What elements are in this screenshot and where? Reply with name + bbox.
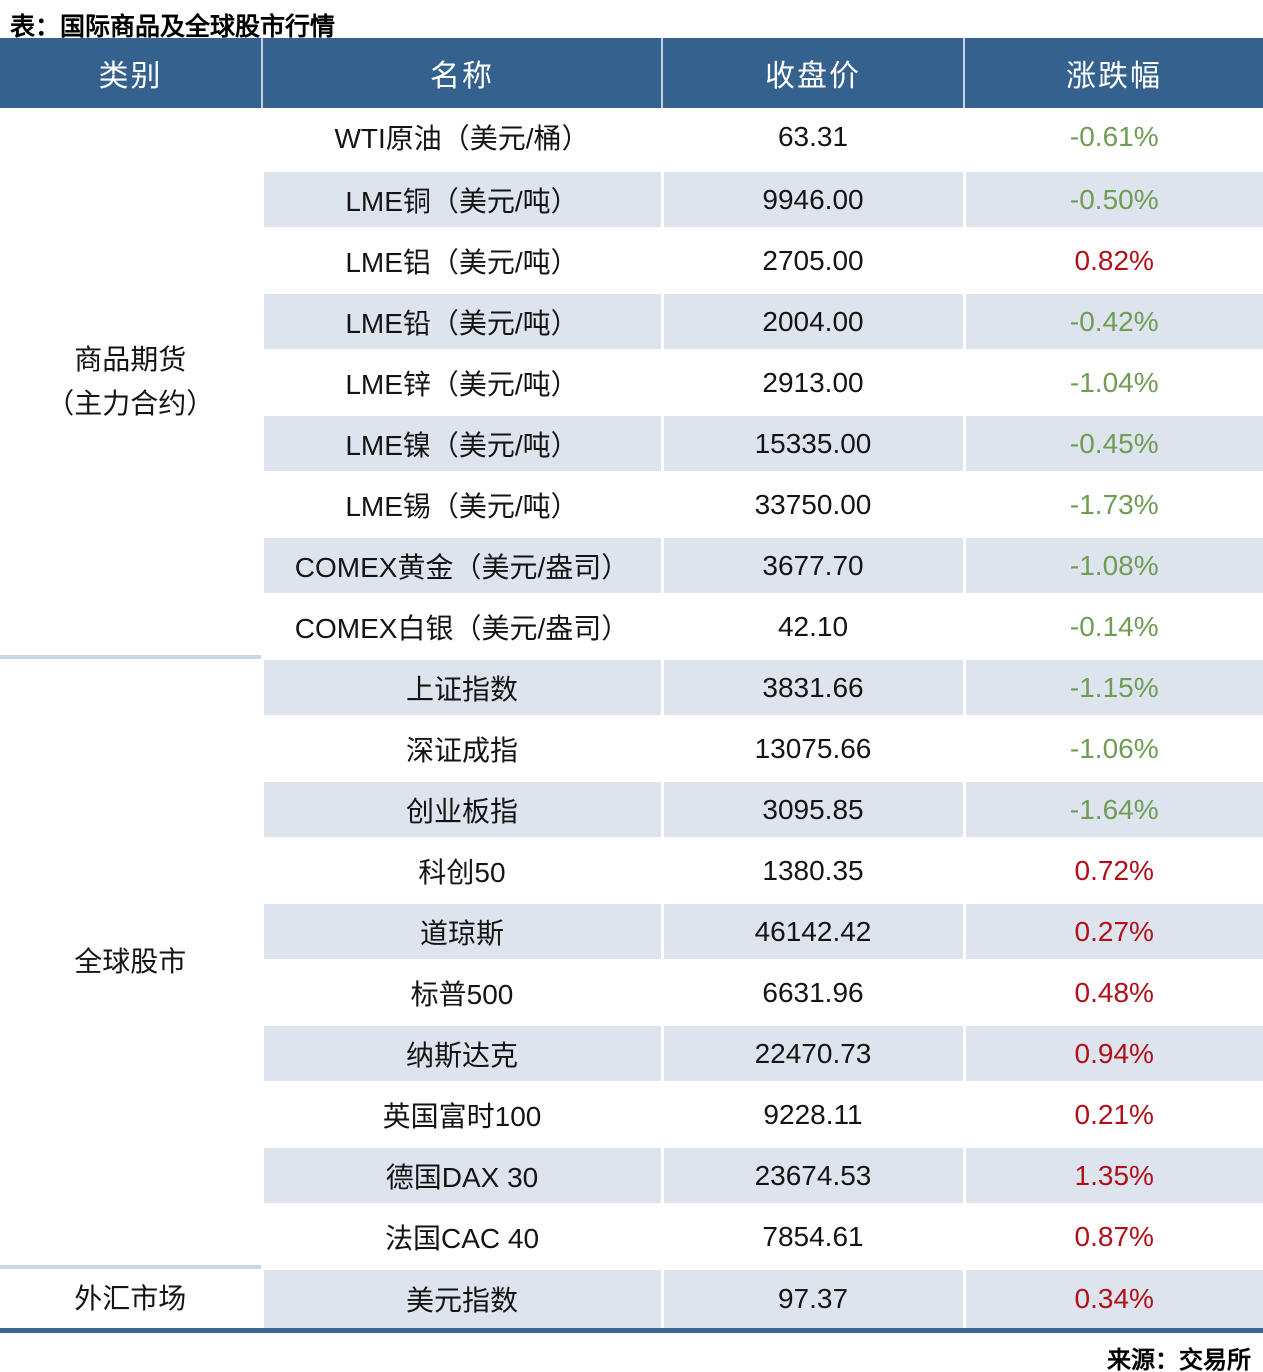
close-price-cell: 6631.96 <box>662 962 966 1026</box>
table-row: LME镍（美元/吨） 15335.00 -0.45% <box>0 413 1263 477</box>
table-row: 法国CAC 40 7854.61 0.87% <box>0 1206 1263 1270</box>
change-percent-cell: 0.94% <box>964 1023 1263 1087</box>
table-row: 全球股市 上证指数 3831.66 -1.15% <box>0 657 1263 1269</box>
column-header-change: 涨跌幅 <box>964 38 1263 108</box>
table-row: 德国DAX 30 23674.53 1.35% <box>0 1145 1263 1209</box>
change-percent-cell: -1.15% <box>964 657 1263 721</box>
name-cell: LME铝（美元/吨） <box>262 230 664 294</box>
change-percent-cell: -1.73% <box>964 474 1263 538</box>
change-percent-cell: -0.61% <box>964 108 1263 172</box>
close-price-cell: 1380.35 <box>662 840 966 904</box>
name-cell: LME锌（美元/吨） <box>262 352 664 416</box>
table-row: LME铅（美元/吨） 2004.00 -0.42% <box>0 291 1263 355</box>
close-price-cell: 2004.00 <box>662 291 966 355</box>
close-price-cell: 2913.00 <box>662 352 966 416</box>
name-cell: LME锡（美元/吨） <box>262 474 664 538</box>
table-row: LME铜（美元/吨） 9946.00 -0.50% <box>0 169 1263 233</box>
table-row: COMEX白银（美元/盎司） 42.10 -0.14% <box>0 596 1263 660</box>
close-price-cell: 22470.73 <box>662 1023 966 1087</box>
change-percent-cell: 0.48% <box>964 962 1263 1026</box>
close-price-cell: 13075.66 <box>662 718 966 782</box>
table-row: 外汇市场 美元指数 97.37 0.34% <box>0 1267 1263 1328</box>
change-percent-cell: -1.64% <box>964 779 1263 843</box>
table-row: 商品期货 （主力合约） WTI原油（美元/桶） 63.31 -0.61% <box>0 108 1263 659</box>
close-price-cell: 9228.11 <box>662 1084 966 1148</box>
table-row: 纳斯达克 22470.73 0.94% <box>0 1023 1263 1087</box>
name-cell: COMEX黄金（美元/盎司） <box>262 535 664 599</box>
change-percent-cell: 0.82% <box>964 230 1263 294</box>
table-row: LME锡（美元/吨） 33750.00 -1.73% <box>0 474 1263 538</box>
change-percent-cell: -1.08% <box>964 535 1263 599</box>
change-percent-cell: 0.87% <box>964 1206 1263 1270</box>
close-price-cell: 3095.85 <box>662 779 966 843</box>
category-label-line: 全球股市 <box>74 946 187 978</box>
table-bottom-border <box>0 1328 1263 1333</box>
category-cell: 全球股市 <box>0 657 264 1269</box>
change-percent-cell: -1.06% <box>964 718 1263 782</box>
table-row: 道琼斯 46142.42 0.27% <box>0 901 1263 965</box>
name-cell: 科创50 <box>262 840 664 904</box>
close-price-cell: 97.37 <box>662 1267 966 1328</box>
name-cell: 英国富时100 <box>262 1084 664 1148</box>
table-header: 类别 名称 收盘价 涨跌幅 <box>0 38 1263 108</box>
close-price-cell: 9946.00 <box>662 169 966 233</box>
table-row: 科创50 1380.35 0.72% <box>0 840 1263 904</box>
change-percent-cell: -1.04% <box>964 352 1263 416</box>
table-row: 创业板指 3095.85 -1.64% <box>0 779 1263 843</box>
table-row: LME锌（美元/吨） 2913.00 -1.04% <box>0 352 1263 416</box>
close-price-cell: 3677.70 <box>662 535 966 599</box>
change-percent-cell: -0.50% <box>964 169 1263 233</box>
close-price-cell: 2705.00 <box>662 230 966 294</box>
header-row: 类别 名称 收盘价 涨跌幅 <box>0 38 1263 108</box>
close-price-cell: 33750.00 <box>662 474 966 538</box>
market-table: 类别 名称 收盘价 涨跌幅 商品期货 （主力合约） WTI原油（美元/桶） 63.31… <box>0 38 1263 1328</box>
name-cell: 德国DAX 30 <box>262 1145 664 1209</box>
source-label: 来源：交易所 <box>1107 1347 1251 1372</box>
name-cell: 道琼斯 <box>262 901 664 965</box>
category-label-line: （主力合约） <box>46 387 215 419</box>
table-row: LME铝（美元/吨） 2705.00 0.82% <box>0 230 1263 294</box>
name-cell: LME铅（美元/吨） <box>262 291 664 355</box>
name-cell: 深证成指 <box>262 718 664 782</box>
column-header-category: 类别 <box>0 38 263 108</box>
table-row: 标普500 6631.96 0.48% <box>0 962 1263 1026</box>
close-price-cell: 15335.00 <box>662 413 966 477</box>
change-percent-cell: -0.42% <box>964 291 1263 355</box>
close-price-cell: 42.10 <box>662 596 966 660</box>
name-cell: LME镍（美元/吨） <box>262 413 664 477</box>
change-percent-cell: 0.27% <box>964 901 1263 965</box>
name-cell: 美元指数 <box>262 1267 664 1328</box>
category-cell: 商品期货 （主力合约） <box>0 108 264 659</box>
name-cell: COMEX白银（美元/盎司） <box>262 596 664 660</box>
name-cell: WTI原油（美元/桶） <box>262 108 664 172</box>
change-percent-cell: -0.45% <box>964 413 1263 477</box>
change-percent-cell: 1.35% <box>964 1145 1263 1209</box>
table-body: 商品期货 （主力合约） WTI原油（美元/桶） 63.31 -0.61% LME铜（美元/… <box>0 108 1263 1328</box>
name-cell: LME铜（美元/吨） <box>262 169 664 233</box>
column-header-close: 收盘价 <box>662 38 965 108</box>
name-cell: 法国CAC 40 <box>262 1206 664 1270</box>
name-cell: 纳斯达克 <box>262 1023 664 1087</box>
change-percent-cell: 0.34% <box>964 1267 1263 1328</box>
category-label-line: 商品期货 <box>74 344 187 376</box>
category-cell: 外汇市场 <box>0 1267 264 1328</box>
table-row: 深证成指 13075.66 -1.06% <box>0 718 1263 782</box>
name-cell: 上证指数 <box>262 657 664 721</box>
change-percent-cell: -0.14% <box>964 596 1263 660</box>
table-row: COMEX黄金（美元/盎司） 3677.70 -1.08% <box>0 535 1263 599</box>
page-title: 表：国际商品及全球股市行情 <box>10 13 336 41</box>
close-price-cell: 7854.61 <box>662 1206 966 1270</box>
close-price-cell: 3831.66 <box>662 657 966 721</box>
change-percent-cell: 0.72% <box>964 840 1263 904</box>
change-percent-cell: 0.21% <box>964 1084 1263 1148</box>
column-header-name: 名称 <box>262 38 663 108</box>
table-row: 英国富时100 9228.11 0.21% <box>0 1084 1263 1148</box>
close-price-cell: 46142.42 <box>662 901 966 965</box>
name-cell: 标普500 <box>262 962 664 1026</box>
close-price-cell: 63.31 <box>662 108 966 172</box>
category-label-line: 外汇市场 <box>74 1282 187 1314</box>
close-price-cell: 23674.53 <box>662 1145 966 1209</box>
name-cell: 创业板指 <box>262 779 664 843</box>
